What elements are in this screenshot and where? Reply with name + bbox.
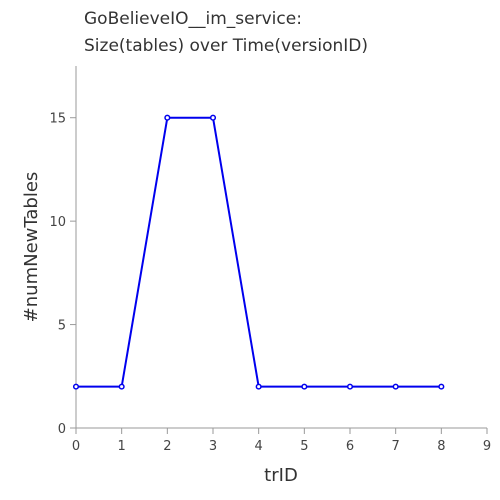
y-tick-label: 5: [58, 319, 66, 334]
x-tick-label: 4: [255, 439, 263, 454]
data-point: [72, 383, 80, 390]
axes: [75, 66, 487, 429]
x-tick-label: 0: [72, 439, 80, 454]
x-tick-label: 8: [437, 439, 445, 454]
y-axis-ticks: 0 5 10 15: [49, 112, 76, 437]
y-tick-label: 15: [49, 112, 66, 127]
chart-title-line-2: Size(tables) over Time(versionID): [84, 36, 368, 56]
y-tick-label: 0: [58, 422, 66, 437]
data-point: [392, 383, 399, 390]
series-group: [72, 114, 445, 390]
data-point: [209, 114, 217, 121]
x-tick-label: 2: [163, 439, 171, 454]
chart-title-line-1: GoBelieveIO__im_service:: [84, 9, 302, 29]
x-axis-label: trID: [264, 465, 298, 486]
data-point: [164, 114, 171, 121]
data-point: [255, 383, 262, 390]
data-point: [438, 383, 445, 390]
data-point: [118, 383, 125, 390]
x-tick-label: 9: [483, 439, 491, 454]
x-tick-label: 5: [300, 439, 308, 454]
y-axis-label: #numNewTables: [21, 172, 42, 323]
y-tick-label: 10: [49, 215, 66, 230]
x-tick-label: 7: [392, 439, 400, 454]
x-tick-label: 6: [346, 439, 354, 454]
series-line: [76, 116, 442, 388]
data-point: [301, 383, 308, 390]
x-tick-label: 1: [118, 439, 126, 454]
data-point: [346, 383, 354, 390]
x-tick-label: 3: [209, 439, 217, 454]
x-axis-ticks: 0 1 2 3 4 5 6 7 8 9: [72, 428, 491, 454]
chart-title: GoBelieveIO__im_service: Size(tables) ov…: [84, 9, 368, 56]
